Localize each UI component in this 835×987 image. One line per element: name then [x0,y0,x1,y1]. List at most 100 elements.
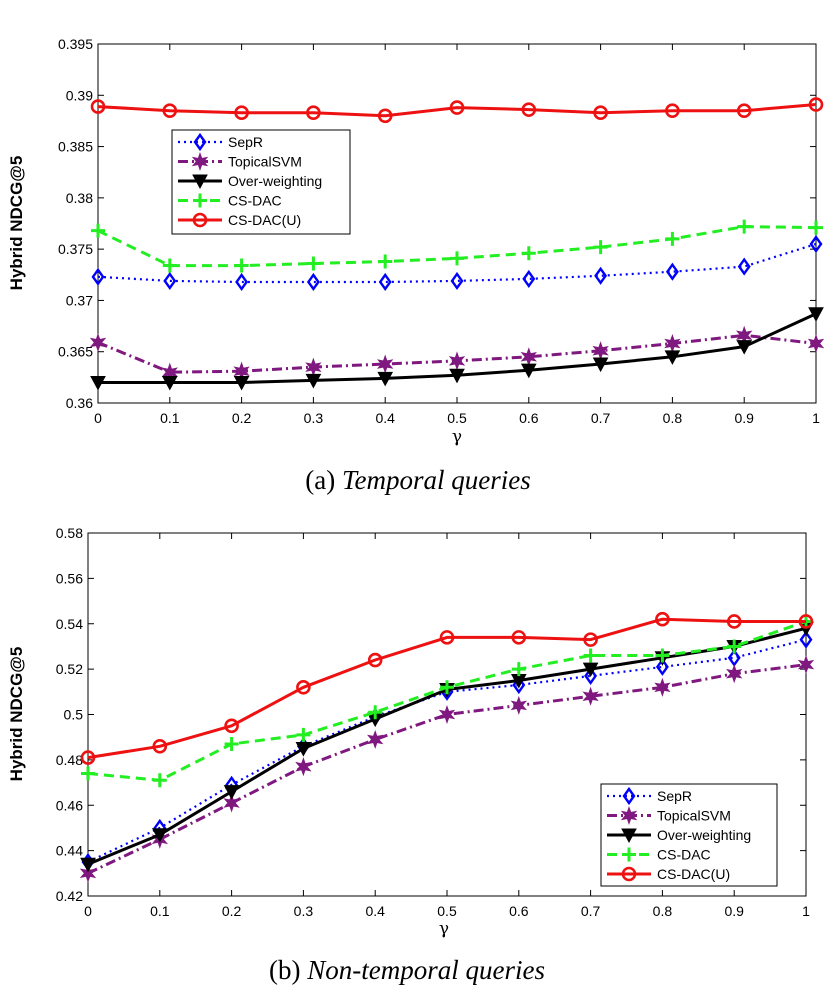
x-tick-label: 0.5 [447,410,467,426]
x-tick-label: 0.1 [160,410,180,426]
data-point-cs-dac [450,251,464,266]
legend-label-sepr: SepR [657,788,692,804]
y-tick-label: 0.44 [56,843,83,859]
y-tick-label: 0.58 [56,525,83,541]
data-point-over-weighting [151,828,168,843]
legend-marker-cs-dac [193,193,207,208]
data-point-cs-dac-u [449,100,465,115]
y-axis-label: Hybrid NDCG@5 [7,156,26,291]
data-point-cs-dac [511,662,526,677]
plot-marks: 0 0.1 0.2 0.3 0.4 0.5 0.6 0.7 0.8 0.9 1 0.36 0.365 0.… [58,36,825,426]
data-point-sepr [665,262,679,281]
y-tick-label: 0.5 [64,707,84,723]
y-tick-label: 0.46 [56,797,83,813]
legend-label-cs-dac-u: CS-DAC(U) [657,866,730,882]
data-point-over-weighting [377,371,394,387]
caption-title: Non-temporal queries [306,955,545,985]
series-line-topicalsvm [87,663,807,875]
data-point-over-weighting [295,742,312,757]
y-tick-label: 0.48 [56,752,83,768]
data-point-cs-dac-u [511,630,527,645]
y-tick-label: 0.375 [58,241,93,257]
x-tick-label: 0.2 [222,903,242,919]
data-point-over-weighting [80,857,96,873]
data-point-sepr [584,666,598,685]
data-point-cs-dac [655,648,670,663]
legend-marker-over-weighting [621,828,637,844]
data-point-cs-dac-u [90,99,106,114]
x-tick-label: 0.7 [591,410,611,426]
data-point-cs-dac-u [296,679,311,695]
legend-marker-cs-dac [622,847,636,862]
legend-label-over-weighting: Over-weighting [657,827,751,843]
legend: SepR TopicalSVM Over-weighting CS-DAC CS-DAC… [600,783,778,887]
y-tick-label: 0.42 [56,888,83,904]
x-tick-label: 0.5 [437,903,457,919]
chart-temporal-queries: 0 0.1 0.2 0.3 0.4 0.5 0.6 0.7 0.8 0.9 1 0.36 0.365 0.… [7,36,825,495]
data-point-sepr [235,272,249,292]
x-tick-label: 0.9 [724,903,744,919]
y-tick-label: 0.52 [56,661,83,677]
data-point-cs-dac-u [80,750,96,765]
data-point-cs-dac-u [439,630,455,645]
legend-label-cs-dac: CS-DAC [657,847,711,863]
x-tick-label: 0.7 [581,903,601,919]
legend-label-topicalsvm: TopicalSVM [657,808,731,824]
data-point-cs-dac [521,246,536,261]
data-point-over-weighting [90,375,106,391]
y-tick-label: 0.38 [66,190,93,206]
chart-non-temporal-queries: 0 0.1 0.2 0.3 0.4 0.5 0.6 0.7 0.8 0.9 1 0.42 0.44 0.4… [7,525,815,985]
caption: (b) Non-temporal queries [269,955,545,985]
x-tick-label: 0.8 [653,903,673,919]
caption-title: Temporal queries [342,465,531,495]
data-point-sepr [799,630,813,649]
data-point-cs-dac [296,727,311,742]
data-point-topicalsvm [79,863,97,883]
data-point-cs-dac [593,240,608,255]
data-point-topicalsvm [89,332,107,353]
series-topicalsvm [89,325,825,382]
legend-marker-sepr [622,786,636,806]
legend-marker-over-weighting [192,174,208,190]
x-tick-label: 0.3 [304,410,324,426]
data-point-topicalsvm [438,704,456,725]
data-point-sepr [655,657,669,676]
legend-label-topicalsvm: TopicalSVM [228,154,302,170]
data-point-cs-dac [81,766,95,781]
data-point-cs-dac-u [521,102,537,117]
plot-marks: 0 0.1 0.2 0.3 0.4 0.5 0.6 0.7 0.8 0.9 1 0.42 0.44 0.4… [56,525,815,919]
series-over-weighting [90,307,824,391]
caption-prefix: (b) [269,955,300,985]
data-point-topicalsvm [725,664,743,684]
x-tick-label: 0.6 [509,903,529,919]
series-cs-dac-u [80,611,814,765]
data-point-cs-dac-u [726,614,742,629]
data-point-sepr [306,272,320,292]
x-tick-label: 0.6 [519,410,539,426]
series-sepr [91,234,823,292]
data-point-sepr [522,269,536,288]
data-point-cs-dac-u [798,614,814,629]
caption: (a) Temporal queries [305,465,530,495]
y-axis-label: Hybrid NDCG@5 [7,647,26,782]
data-point-topicalsvm [582,686,599,706]
x-tick-label: 1 [812,410,820,426]
data-point-sepr [163,271,177,291]
legend-label-over-weighting: Over-weighting [228,173,322,189]
legend: SepR TopicalSVM Over-weighting CS-DAC CS-DAC… [171,129,351,235]
y-tick-label: 0.36 [66,395,93,411]
legend-label-cs-dac-u: CS-DAC(U) [228,212,301,228]
data-point-cs-dac-u [583,632,598,647]
x-tick-label: 0.1 [150,903,170,919]
data-point-topicalsvm [807,333,825,354]
x-tick-label: 0.3 [294,903,314,919]
legend-label-sepr: SepR [228,134,263,150]
series-line-cs-dac-u [87,617,806,760]
y-tick-label: 0.395 [58,36,93,52]
x-tick-label: 0 [84,903,92,919]
series-cs-dac [81,614,813,788]
x-tick-label: 0 [94,410,102,426]
series-line-cs-dac-u [97,103,817,118]
legend-marker-topicalsvm [191,151,209,172]
series-cs-dac [91,219,823,273]
